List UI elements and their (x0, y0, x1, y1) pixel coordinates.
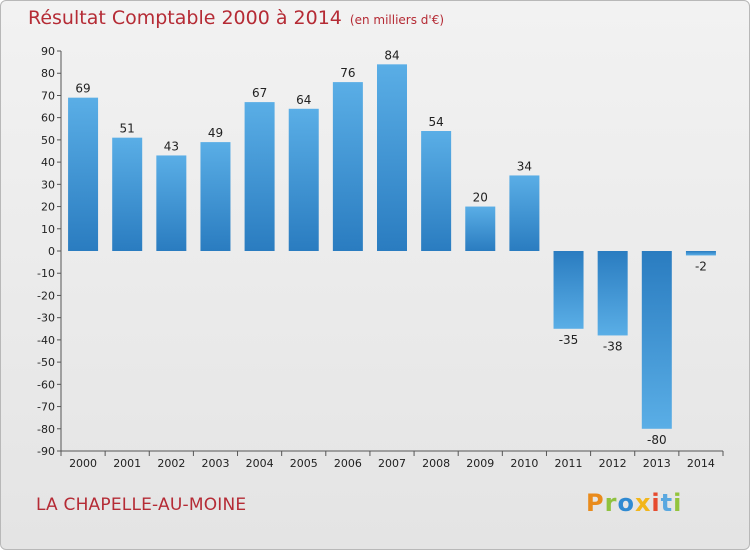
proxiti-logo[interactable]: Proxiti (586, 489, 683, 517)
bar-2009 (465, 206, 496, 251)
data-label-2009: 20 (473, 191, 488, 205)
x-tick-label-2006: 2006 (334, 457, 362, 470)
bar-2012 (597, 251, 628, 336)
x-tick-label-2007: 2007 (378, 457, 406, 470)
x-tick-label-2000: 2000 (69, 457, 97, 470)
chart-title: Résultat Comptable 2000 à 2014 (en millie… (28, 7, 444, 29)
bar-2014 (685, 251, 716, 256)
y-tick-label: -50 (37, 356, 55, 369)
y-tick-label: 70 (41, 89, 55, 102)
bar-2008 (421, 131, 452, 251)
bar-2006 (332, 82, 363, 251)
bar-2000 (68, 97, 99, 252)
place-name: LA CHAPELLE-AU-MOINE (36, 495, 247, 515)
data-label-2010: 34 (517, 159, 532, 173)
bar-2011 (553, 251, 584, 329)
data-label-2000: 69 (75, 82, 90, 96)
y-tick-label: 50 (41, 134, 55, 147)
x-tick-label-2001: 2001 (113, 457, 141, 470)
bar-2013 (641, 251, 672, 429)
x-tick-label-2010: 2010 (510, 457, 538, 470)
x-tick-label-2012: 2012 (599, 457, 627, 470)
x-tick-label-2004: 2004 (246, 457, 274, 470)
y-tick-label: -60 (37, 378, 55, 391)
data-label-2013: -80 (647, 433, 667, 447)
data-label-2005: 64 (296, 93, 311, 107)
bar-2001 (112, 137, 143, 251)
y-tick-label: -40 (37, 334, 55, 347)
x-tick-label-2014: 2014 (687, 457, 715, 470)
y-tick-label: 90 (41, 45, 55, 58)
data-label-2006: 76 (340, 66, 355, 80)
data-label-2011: -35 (559, 333, 579, 347)
x-tick-label-2002: 2002 (157, 457, 185, 470)
y-tick-label: -10 (37, 267, 55, 280)
y-tick-label: 20 (41, 201, 55, 214)
y-tick-label: -90 (37, 445, 55, 458)
x-tick-label-2009: 2009 (466, 457, 494, 470)
bar-2004 (244, 102, 275, 251)
y-tick-label: -80 (37, 423, 55, 436)
title-text: Résultat Comptable 2000 à 2014 (28, 7, 342, 29)
x-tick-label-2003: 2003 (201, 457, 229, 470)
data-label-2014: -2 (695, 259, 707, 273)
data-label-2012: -38 (603, 339, 623, 353)
x-tick-label-2008: 2008 (422, 457, 450, 470)
y-tick-label: 60 (41, 112, 55, 125)
y-tick-label: 80 (41, 67, 55, 80)
y-tick-label: 0 (48, 245, 55, 258)
y-tick-label: 10 (41, 223, 55, 236)
data-label-2002: 43 (164, 139, 179, 153)
y-tick-label: -30 (37, 312, 55, 325)
data-label-2003: 49 (208, 126, 223, 140)
x-tick-label-2011: 2011 (555, 457, 583, 470)
bar-2007 (377, 64, 407, 251)
y-tick-label: -70 (37, 401, 55, 414)
x-tick-label-2005: 2005 (290, 457, 318, 470)
y-tick-label: -20 (37, 289, 55, 302)
y-tick-label: 30 (41, 178, 55, 191)
x-tick-label-2013: 2013 (643, 457, 671, 470)
chart-subtitle: (en milliers d'€) (349, 13, 445, 27)
data-label-2004: 67 (252, 86, 267, 100)
y-tick-label: 40 (41, 156, 55, 169)
bar-2003 (200, 142, 231, 251)
data-label-2001: 51 (120, 122, 135, 136)
data-label-2007: 84 (384, 48, 399, 62)
bar-2010 (509, 175, 540, 251)
bar-2002 (156, 155, 187, 251)
bar-2005 (288, 108, 319, 252)
data-label-2008: 54 (428, 115, 443, 129)
